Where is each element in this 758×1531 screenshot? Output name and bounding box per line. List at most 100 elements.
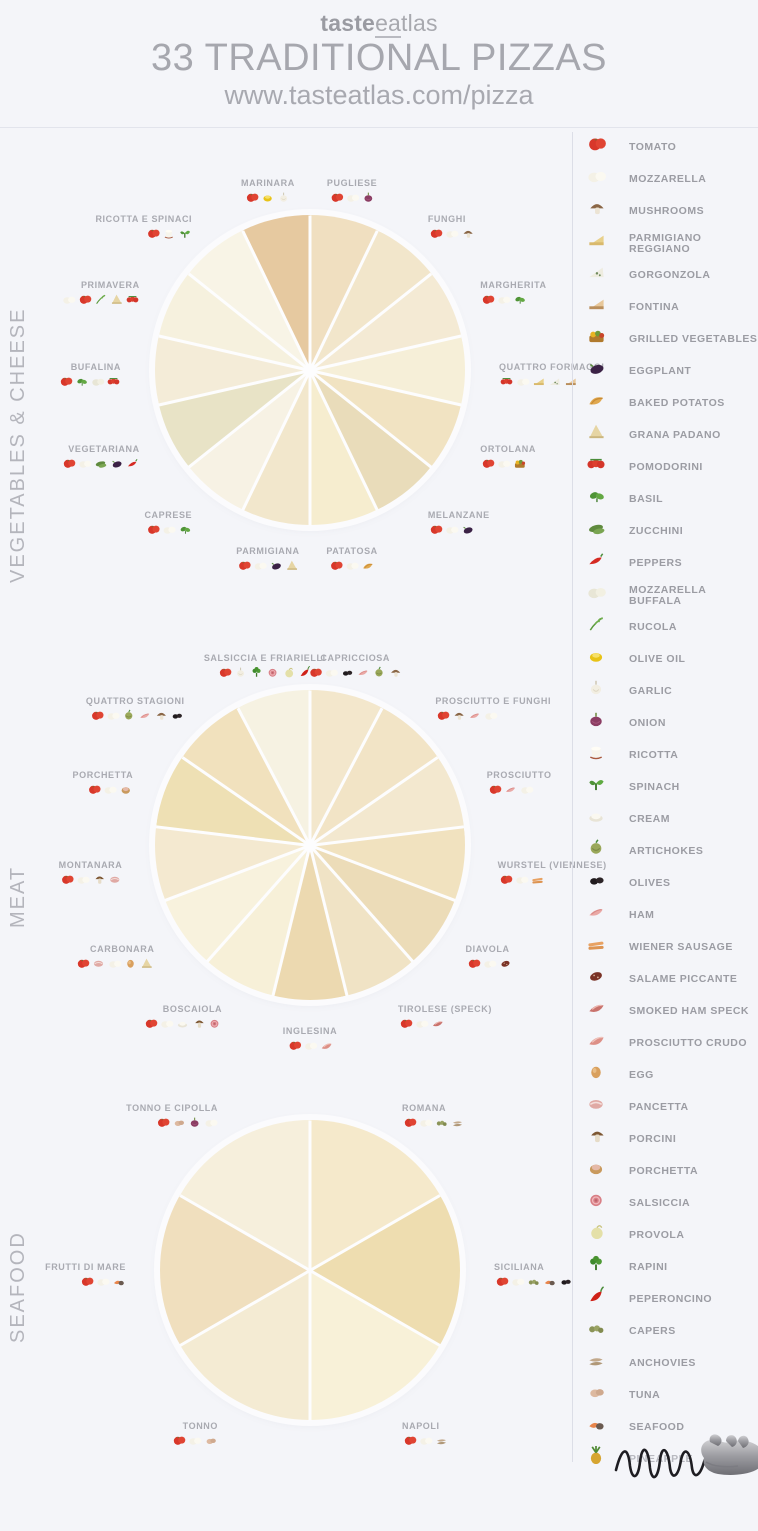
- pizza-label[interactable]: ROMANA: [402, 1103, 465, 1128]
- legend-item-ricotta[interactable]: RICOTTA: [585, 740, 758, 772]
- pancetta-icon: [91, 956, 106, 969]
- pizza-label[interactable]: PRIMAVERA: [61, 280, 140, 305]
- legend-item-tomato[interactable]: TOMATO: [585, 132, 758, 164]
- pizza-label[interactable]: TONNO: [171, 1421, 218, 1446]
- legend-item-fontina[interactable]: FONTINA: [585, 292, 758, 324]
- legend-item-basil[interactable]: BASIL: [585, 484, 758, 516]
- legend-item-mozzarella[interactable]: MOZZARELLA: [585, 164, 758, 196]
- pizza-label[interactable]: MARGHERITA: [480, 280, 546, 305]
- legend-item-olive-oil[interactable]: OLIVE OIL: [585, 644, 758, 676]
- pizza-label[interactable]: QUATTRO FORMAGGI: [499, 362, 604, 387]
- legend-item-cream[interactable]: CREAM: [585, 804, 758, 836]
- pizza-ingredient-icons: [95, 226, 192, 239]
- legend-item-egg[interactable]: EGG: [585, 1060, 758, 1092]
- pizza-label[interactable]: MARINARA: [241, 178, 295, 203]
- legend-item-prosciutto-crudo[interactable]: PROSCIUTTO CRUDO: [585, 1028, 758, 1060]
- legend-item-grilled-vegetables[interactable]: GRILLED VEGETABLES: [585, 324, 758, 356]
- pizza-label[interactable]: CAPRICCIOSA: [308, 653, 403, 678]
- capers-icon: [434, 1115, 449, 1128]
- legend-item-seafood[interactable]: SEAFOOD: [585, 1412, 758, 1444]
- provola-icon: [281, 665, 296, 678]
- artichokes-icon: [585, 837, 625, 867]
- peperoncino-icon: [297, 665, 312, 678]
- pizza-label[interactable]: SALSICCIA E FRIARIELLI: [204, 653, 326, 678]
- legend-item-wiener-sausage[interactable]: WIENER SAUSAGE: [585, 932, 758, 964]
- pizza-label[interactable]: NAPOLI: [402, 1421, 449, 1446]
- legend-item-porcini[interactable]: PORCINI: [585, 1124, 758, 1156]
- smoked-ham-speck-icon: [585, 997, 607, 1016]
- legend-item-mushrooms[interactable]: MUSHROOMS: [585, 196, 758, 228]
- pizza-label[interactable]: VEGETARIANA: [61, 444, 140, 469]
- pizza-label[interactable]: DIAVOLA: [466, 944, 513, 969]
- legend-item-salame-piccante[interactable]: SALAME PICCANTE: [585, 964, 758, 996]
- pizza-label[interactable]: PATATOSA: [326, 546, 377, 571]
- legend-item-label: ANCHOVIES: [629, 1357, 696, 1370]
- wheel-meat[interactable]: [155, 690, 465, 1000]
- tomato-icon: [466, 956, 481, 969]
- pizza-label[interactable]: CARBONARA: [75, 944, 154, 969]
- pizza-label[interactable]: BOSCAIOLA: [143, 1004, 222, 1029]
- pizza-label[interactable]: MELANZANE: [428, 510, 490, 535]
- ham-icon: [585, 901, 607, 920]
- legend-item-tuna[interactable]: TUNA: [585, 1380, 758, 1412]
- pizza-label[interactable]: FRUTTI DI MARE: [45, 1262, 126, 1287]
- legend-item-smoked-ham-speck[interactable]: SMOKED HAM SPECK: [585, 996, 758, 1028]
- legend-item-eggplant[interactable]: EGGPLANT: [585, 356, 758, 388]
- pizza-label[interactable]: TONNO E CIPOLLA: [126, 1103, 218, 1128]
- pizza-label[interactable]: ORTOLANA: [480, 444, 536, 469]
- pizza-label[interactable]: CAPRESE: [144, 510, 192, 535]
- pizza-label[interactable]: PORCHETTA: [73, 770, 134, 795]
- provola-icon: [585, 1221, 625, 1251]
- pizza-label[interactable]: SICILIANA: [494, 1262, 573, 1287]
- legend-item-baked-potatos[interactable]: BAKED POTATOS: [585, 388, 758, 420]
- pizza-label[interactable]: TIROLESE (SPECK): [398, 1004, 492, 1029]
- legend-item-capers[interactable]: CAPERS: [585, 1316, 758, 1348]
- legend-item-anchovies[interactable]: ANCHOVIES: [585, 1348, 758, 1380]
- legend-item-grana-padano[interactable]: GRANA PADANO: [585, 420, 758, 452]
- legend-item-gorgonzola[interactable]: GORGONZOLA: [585, 260, 758, 292]
- artichokes-icon: [585, 837, 607, 856]
- legend-item-ham[interactable]: HAM: [585, 900, 758, 932]
- pizza-label[interactable]: WURSTEL (VIENNESE): [498, 860, 607, 885]
- mozzarella-icon: [483, 708, 498, 721]
- olives-icon: [585, 869, 607, 888]
- pizza-label[interactable]: PUGLIESE: [327, 178, 377, 203]
- tomato-icon: [329, 558, 344, 571]
- legend-item-onion[interactable]: ONION: [585, 708, 758, 740]
- pizza-label[interactable]: INGLESINA: [283, 1026, 337, 1051]
- legend-item-peperoncino[interactable]: PEPERONCINO: [585, 1284, 758, 1316]
- legend-item-parmigiano-reggiano[interactable]: PARMIGIANO REGGIANO: [585, 228, 758, 260]
- pizza-label[interactable]: PROSCIUTTO: [487, 770, 552, 795]
- legend-item-label: PORCHETTA: [629, 1165, 699, 1178]
- pancetta-icon: [107, 872, 122, 885]
- legend-item-peppers[interactable]: PEPPERS: [585, 548, 758, 580]
- pizza-label[interactable]: QUATTRO STAGIONI: [86, 696, 185, 721]
- legend-item-garlic[interactable]: GARLIC: [585, 676, 758, 708]
- onion-icon: [585, 709, 625, 739]
- wheel-seafood[interactable]: [160, 1120, 460, 1420]
- pizza-ingredient-icons: [45, 1274, 126, 1287]
- legend-item-pomodorini[interactable]: POMODORINI: [585, 452, 758, 484]
- pizza-label[interactable]: FUNGHI: [428, 214, 475, 239]
- pizza-label[interactable]: PROSCIUTTO E FUNGHI: [435, 696, 551, 721]
- legend-item-rapini[interactable]: RAPINI: [585, 1252, 758, 1284]
- pizza-label[interactable]: MONTANARA: [59, 860, 123, 885]
- legend-item-porchetta[interactable]: PORCHETTA: [585, 1156, 758, 1188]
- pizza-label[interactable]: PARMIGIANA: [236, 546, 299, 571]
- pizza-label[interactable]: RICOTTA E SPINACI: [95, 214, 192, 239]
- legend-item-spinach[interactable]: SPINACH: [585, 772, 758, 804]
- legend-item-mozzarella-buffala[interactable]: MOZZARELLA BUFFALA: [585, 580, 758, 612]
- pizza-label[interactable]: BUFALINA: [58, 362, 121, 387]
- legend-item-zucchini[interactable]: ZUCCHINI: [585, 516, 758, 548]
- legend-item-rucola[interactable]: RUCOLA: [585, 612, 758, 644]
- grana-padano-icon: [284, 558, 299, 571]
- legend-item-label: SALSICCIA: [629, 1197, 691, 1210]
- peperoncino-icon: [585, 1285, 625, 1315]
- wheel-vegetables-cheese[interactable]: [155, 215, 465, 525]
- legend-item-olives[interactable]: OLIVES: [585, 868, 758, 900]
- pizza-ingredient-icons: [59, 872, 123, 885]
- legend-item-provola[interactable]: PROVOLA: [585, 1220, 758, 1252]
- legend-item-pancetta[interactable]: PANCETTA: [585, 1092, 758, 1124]
- legend-item-salsiccia[interactable]: SALSICCIA: [585, 1188, 758, 1220]
- legend-item-artichokes[interactable]: ARTICHOKES: [585, 836, 758, 868]
